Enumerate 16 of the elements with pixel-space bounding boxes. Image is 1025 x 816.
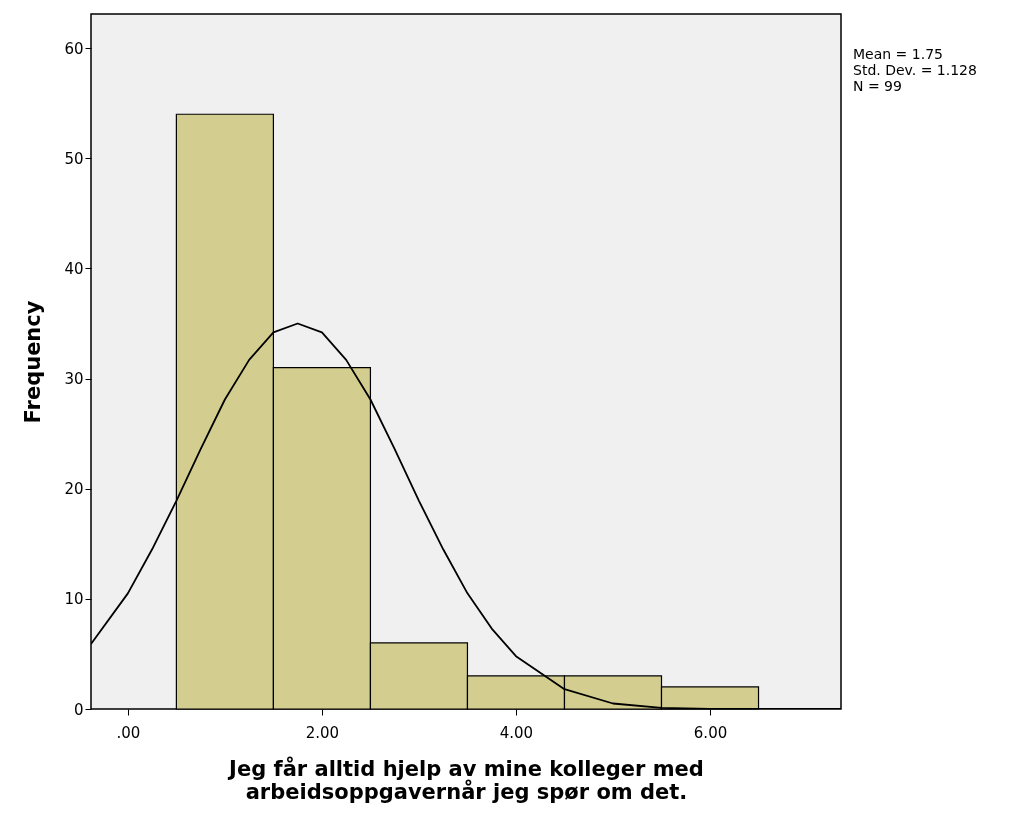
text: N = 99 xyxy=(853,78,902,94)
x-axis-title: Jeg får alltid hjelp av mine kolleger med arbeidsoppgavernår jeg spør om det. xyxy=(227,755,704,804)
y-tick-label: 0 xyxy=(73,700,84,719)
x-tick-label: 4.00 xyxy=(499,723,534,742)
text: Mean = 1.75 xyxy=(853,46,943,62)
y-tick-label: 60 xyxy=(64,39,84,58)
y-tick-label: 20 xyxy=(64,480,84,499)
y-tick-label: 40 xyxy=(64,259,84,278)
y-tick-label: 10 xyxy=(64,590,84,609)
text: Std. Dev. = 1.128 xyxy=(853,62,977,78)
y-tick-label: 30 xyxy=(64,370,84,389)
x-tick-label: 6.00 xyxy=(693,723,728,742)
y-axis-title: Frequency xyxy=(21,300,46,424)
x-tick-label: 2.00 xyxy=(305,723,340,742)
y-tick-label: 50 xyxy=(64,149,84,168)
x-tick-label: .00 xyxy=(116,723,141,742)
